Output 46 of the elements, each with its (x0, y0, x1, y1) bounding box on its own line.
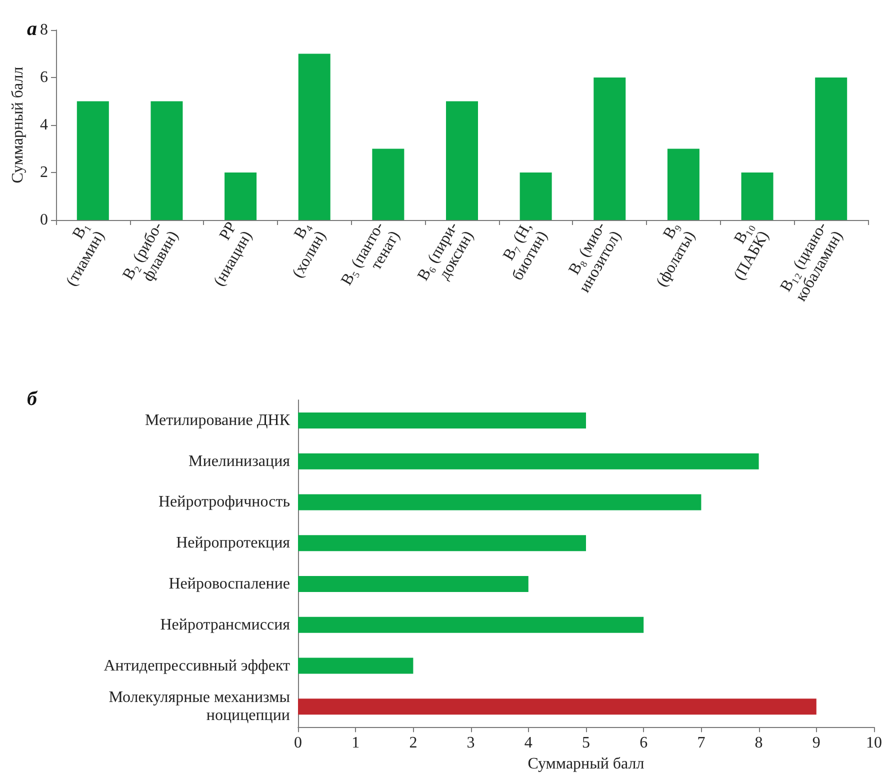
y-tick-label: 6 (40, 69, 48, 86)
x-tick-label: 8 (754, 734, 763, 752)
y-tick-label: Нейротрофичность (158, 494, 290, 511)
bar (298, 658, 414, 674)
y-tick-label: Антидепрессивный эффект (104, 657, 290, 674)
bar (815, 78, 848, 220)
y-tick-label: 8 (40, 22, 48, 38)
x-tick-label: 2 (409, 734, 418, 752)
bar (298, 453, 759, 470)
x-tick-label: 6 (640, 734, 648, 752)
bar (298, 616, 644, 633)
y-axis-title: Суммарный балл (10, 66, 26, 184)
bar (298, 576, 528, 592)
bar (741, 172, 774, 220)
x-tick-label: 3 (466, 734, 475, 752)
bar (298, 535, 586, 552)
bar (298, 54, 330, 220)
chart-title: а (27, 18, 37, 40)
bar (298, 412, 586, 428)
text: б (27, 388, 38, 410)
bar (446, 101, 478, 220)
bar (76, 101, 109, 220)
y-tick-label: Молекулярные механизмы ноцицепции (108, 689, 290, 724)
y-tick-label: 4 (40, 116, 48, 134)
x-tick-label: 4 (524, 734, 532, 752)
bar (298, 698, 816, 715)
bar (298, 494, 702, 510)
x-tick-label: 0 (294, 734, 302, 752)
y-tick-label: 2 (40, 164, 48, 181)
x-axis-title: Суммарный балл (528, 756, 644, 772)
x-tick-label: 7 (697, 734, 706, 752)
x-tick-label: 9 (812, 734, 820, 752)
y-tick-label: Нейровоспаление (168, 575, 290, 592)
y-tick-label: Нейротрансмиссия (160, 616, 291, 634)
bar (150, 101, 183, 220)
x-tick-label: 10 (866, 734, 882, 752)
bar (594, 78, 626, 220)
y-tick-label: Нейропротекция (176, 534, 291, 552)
bar (667, 148, 700, 220)
bar (520, 172, 552, 220)
x-tick-label: 1 (352, 734, 360, 752)
x-tick-label: 5 (582, 734, 590, 752)
bar (372, 148, 404, 220)
y-tick-label: Миелинизация (188, 452, 291, 470)
bar (224, 172, 257, 220)
y-tick-label: Метилирование ДНК (144, 412, 290, 429)
